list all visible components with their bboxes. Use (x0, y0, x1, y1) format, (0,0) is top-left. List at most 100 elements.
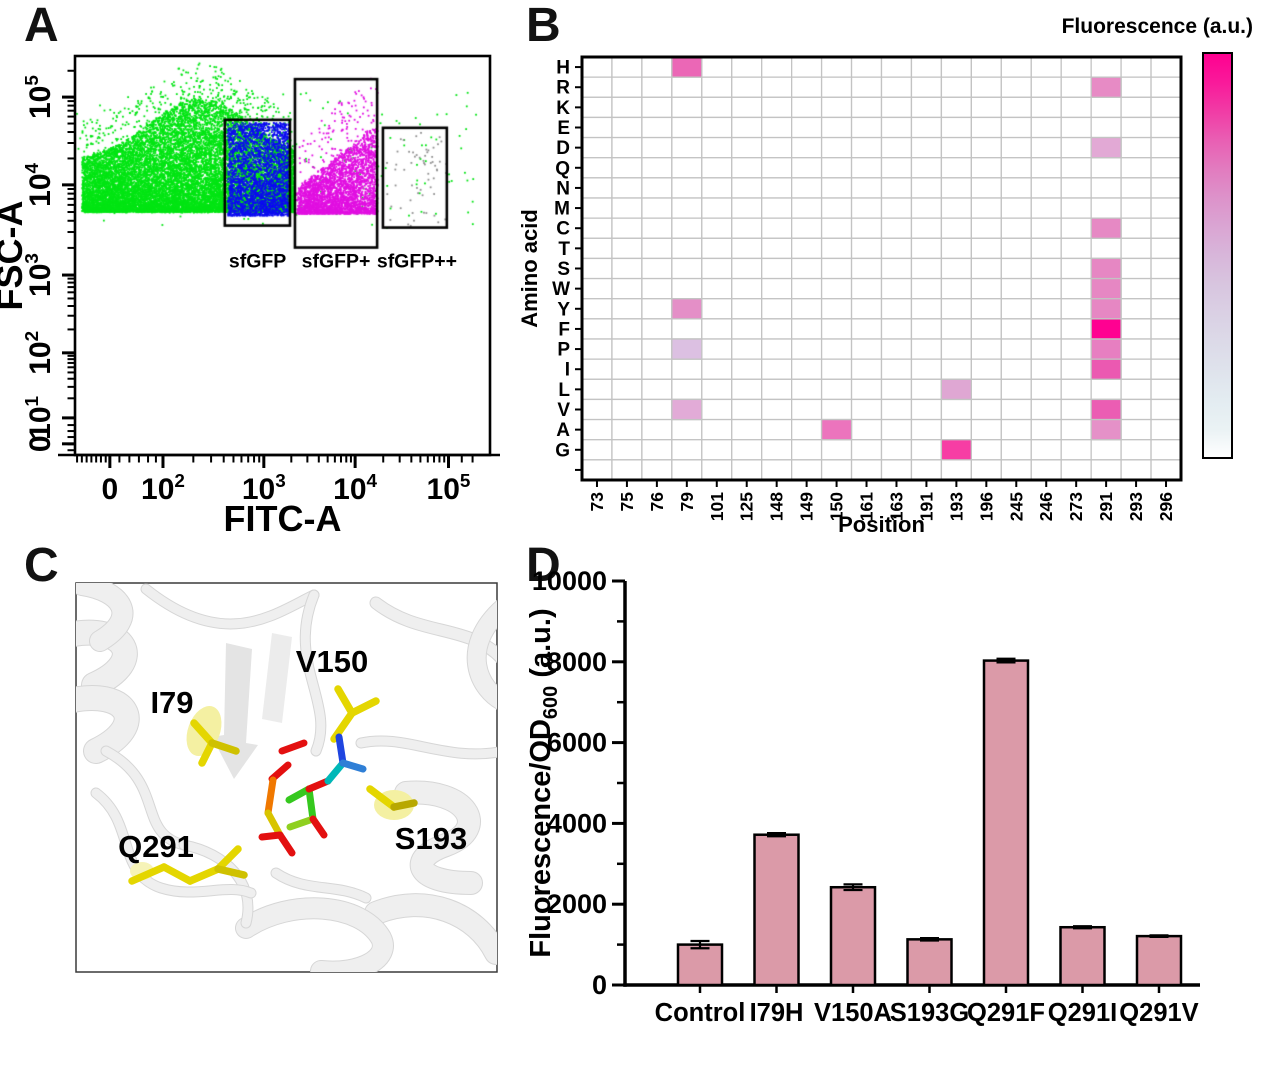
heatmap-cell (910, 298, 943, 320)
heatmap-cell (970, 439, 1002, 461)
amino-acid-label: N (556, 178, 570, 199)
ligand-stick (285, 785, 313, 804)
y-axis-title: FSC-A (0, 201, 30, 311)
heatmap-cell (970, 237, 1002, 260)
heatmap-cell (701, 277, 733, 300)
heatmap-cell (880, 177, 913, 199)
heatmap-data-cell (1090, 298, 1122, 320)
amino-acid-label: Q (555, 158, 570, 179)
position-label-group: 296 (1156, 492, 1176, 521)
heatmap-cell (880, 358, 913, 380)
heatmap-cell (1000, 277, 1032, 300)
heatmap-cell (701, 378, 733, 401)
heatmap-cell (701, 56, 733, 78)
position-label-group: 75 (617, 492, 637, 512)
ribbon (356, 736, 497, 759)
position-label: 246 (1036, 492, 1056, 521)
heatmap-data-cell (1090, 338, 1122, 360)
heatmap-cell (820, 197, 853, 219)
heatmap-cell (1120, 318, 1152, 340)
heatmap-cell (1000, 398, 1032, 421)
heatmap-cell (940, 76, 972, 98)
ribbon (370, 597, 497, 662)
heatmap-cell (970, 56, 1002, 78)
heatmap-cell (1030, 418, 1062, 441)
heatmap-cell (1060, 56, 1092, 78)
position-label: 75 (617, 492, 637, 512)
heatmap-cell (671, 439, 703, 461)
position-label-group: 101 (707, 492, 727, 521)
heatmap-cell (940, 398, 972, 421)
heatmap-cell (581, 76, 613, 98)
heatmap-cell (1000, 358, 1032, 380)
heatmap-cell (1150, 237, 1182, 260)
x-tick-label: 103 (242, 471, 286, 506)
heatmap-cell (1090, 157, 1122, 179)
ribbon (467, 601, 497, 709)
heatmap-cell (761, 378, 793, 401)
heatmap-cell (611, 76, 643, 98)
heatmap-cell (611, 277, 643, 300)
heatmap-cell (1060, 398, 1092, 421)
heatmap-cell (970, 398, 1002, 421)
position-label-group: 76 (647, 492, 667, 512)
heatmap-data-cell (820, 418, 853, 441)
heatmap-cell (1000, 136, 1032, 159)
heatmap-cell (790, 398, 823, 421)
heatmap-cell (671, 257, 703, 280)
heatmap-cell (1030, 398, 1062, 421)
x-tick-label: 104 (333, 471, 377, 506)
amino-acid-label: C (556, 219, 570, 240)
heatmap-cell (820, 136, 853, 159)
heatmap-cell (701, 398, 733, 421)
heatmap-cell (820, 177, 853, 199)
amino-acid-label: D (556, 138, 570, 159)
heatmap-cell (1090, 56, 1122, 78)
heatmap-cell (1060, 237, 1092, 260)
heatmap-cell (910, 378, 943, 401)
heatmap-cell (641, 56, 673, 78)
y-tick-label: 105 (22, 75, 57, 119)
heatmap-data-cell (1090, 277, 1122, 300)
heatmap-cell (970, 197, 1002, 219)
heatmap-cell (880, 277, 913, 300)
ligand-stick (339, 759, 367, 773)
heatmap-cell (611, 237, 643, 260)
category-label: Q291V (1119, 999, 1198, 1027)
heatmap-cell (970, 217, 1002, 239)
ligand-stick (286, 815, 317, 831)
heatmap-cell (1030, 378, 1062, 401)
panel-b-label: B (526, 0, 561, 52)
heatmap-cell (880, 116, 913, 139)
heatmap-cell (701, 418, 733, 441)
heatmap-cell (940, 459, 972, 481)
heatmap-cell (701, 459, 733, 481)
heatmap-cell (1030, 136, 1062, 159)
heatmap-cell (611, 257, 643, 280)
heatmap-cell (790, 116, 823, 139)
heatmap-cell (1120, 257, 1152, 280)
heatmap-cell (581, 358, 613, 380)
heatmap-cell (1060, 177, 1092, 199)
heatmap-cell (701, 237, 733, 260)
heatmap-cell (731, 237, 763, 260)
heatmap-cell (1060, 136, 1092, 159)
heatmap-cell (1060, 257, 1092, 280)
heatmap-data-cell (671, 398, 703, 421)
heatmap-cell (1120, 277, 1152, 300)
heatmap-cell (1030, 459, 1062, 481)
position-label: 293 (1126, 492, 1146, 521)
heatmap-cell (850, 157, 883, 179)
bar (753, 833, 800, 987)
position-label-group: 246 (1036, 492, 1056, 521)
heatmap-cell (910, 116, 943, 139)
ribbon (271, 868, 371, 903)
heatmap-cell (701, 338, 733, 360)
heatmap-cell (910, 76, 943, 98)
y-tick-label: 104 (22, 162, 57, 206)
heatmap-cell (731, 96, 763, 119)
heatmap-cell (1150, 136, 1182, 159)
heatmap-cell (850, 439, 883, 461)
heatmap-cell (641, 76, 673, 98)
residue-stick (390, 799, 418, 811)
